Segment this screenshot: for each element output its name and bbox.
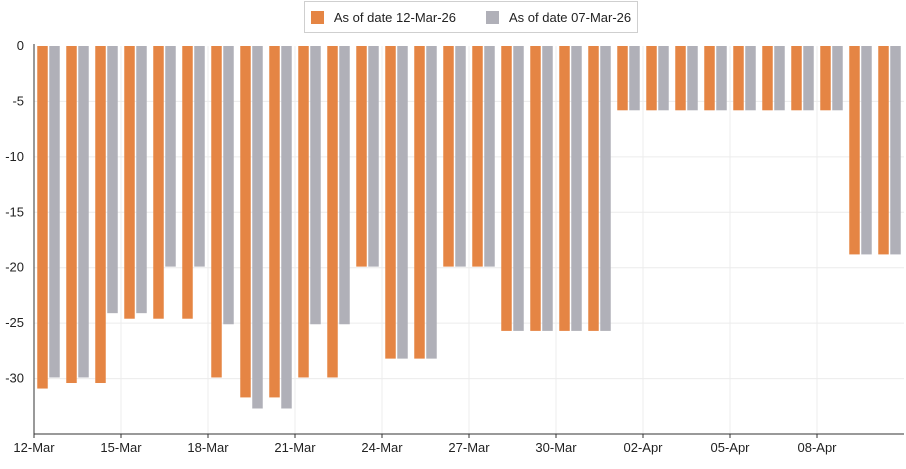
y-tick-label: -10 [5,149,24,164]
bar-series-2 [426,46,437,359]
bar-series-1 [414,46,425,359]
bar-series-1 [240,46,251,398]
bar-series-1 [472,46,483,267]
x-tick-label: 30-Mar [535,440,577,455]
bar-series-1 [95,46,106,384]
legend-item-series-1[interactable]: As of date 12-Mar-26 [310,9,456,25]
bar-series-2 [658,46,669,111]
bar-series-1 [37,46,48,389]
bar-series-1 [733,46,744,111]
legend: As of date 12-Mar-26 As of date 07-Mar-2… [304,1,638,33]
y-tick-label: 0 [17,38,24,53]
x-tick-label: 27-Mar [448,440,490,455]
bar-series-1 [298,46,309,378]
bar-series-1 [66,46,77,384]
bar-series-1 [182,46,193,319]
bar-series-2 [194,46,205,267]
bar-series-2 [136,46,147,314]
bar-series-2 [339,46,350,325]
bar-series-1 [530,46,541,331]
x-tick-label: 15-Mar [100,440,142,455]
bar-series-1 [501,46,512,331]
bar-series-2 [542,46,553,331]
x-tick-label: 08-Apr [797,440,837,455]
bar-series-2 [571,46,582,331]
bar-series-1 [878,46,889,255]
bar-series-1 [385,46,396,359]
bar-series-1 [327,46,338,378]
x-tick-label: 02-Apr [623,440,663,455]
bar-series-2 [716,46,727,111]
bar-series-2 [513,46,524,331]
bar-series-1 [820,46,831,111]
legend-label-series-2: As of date 07-Mar-26 [509,9,632,25]
bar-series-2 [861,46,872,255]
legend-swatch-series-1 [310,10,324,24]
bar-series-1 [356,46,367,267]
bar-series-1 [269,46,280,398]
bar-series-2 [687,46,698,111]
bar-series-2 [107,46,118,314]
bar-series-2 [803,46,814,111]
bar-series-2 [252,46,263,409]
y-tick-label: -30 [5,371,24,386]
bar-series-2 [745,46,756,111]
y-tick-label: -5 [12,93,24,108]
bar-series-2 [774,46,785,111]
legend-item-series-2[interactable]: As of date 07-Mar-26 [486,10,631,25]
bar-series-2 [165,46,176,267]
bar-series-2 [281,46,292,409]
bar-series-2 [368,46,379,267]
x-tick-label: 21-Mar [274,440,316,455]
bar-series-1 [849,46,860,255]
bar-series-1 [646,46,657,111]
bar-series-1 [124,46,135,319]
legend-label-series-1: As of date 12-Mar-26 [333,9,456,25]
bar-series-1 [791,46,802,111]
bar-series-1 [588,46,599,331]
bar-series-2 [600,46,611,331]
bar-series-2 [629,46,640,111]
bar-series-2 [49,46,60,378]
legend-swatch-series-2 [486,10,499,24]
bar-series-2 [455,46,466,267]
bar-series-2 [397,46,408,359]
bar-series-1 [153,46,164,319]
bar-series-2 [223,46,234,325]
x-tick-label: 12-Mar [13,440,55,455]
x-tick-label: 24-Mar [361,440,403,455]
bar-series-2 [310,46,321,325]
y-tick-label: -15 [5,204,24,219]
y-tick-label: -25 [5,315,24,330]
bar-series-1 [211,46,222,378]
bar-series-1 [559,46,570,331]
bar-series-1 [762,46,773,111]
x-tick-label: 05-Apr [710,440,750,455]
bar-series-1 [617,46,628,111]
bar-series-2 [78,46,89,378]
bar-series-2 [890,46,901,255]
x-tick-label: 18-Mar [187,440,229,455]
y-tick-label: -20 [5,260,24,275]
bar-series-1 [443,46,454,267]
bar-series-1 [675,46,686,111]
bar-series-2 [484,46,495,267]
bar-series-2 [832,46,843,111]
bar-series-1 [704,46,715,111]
